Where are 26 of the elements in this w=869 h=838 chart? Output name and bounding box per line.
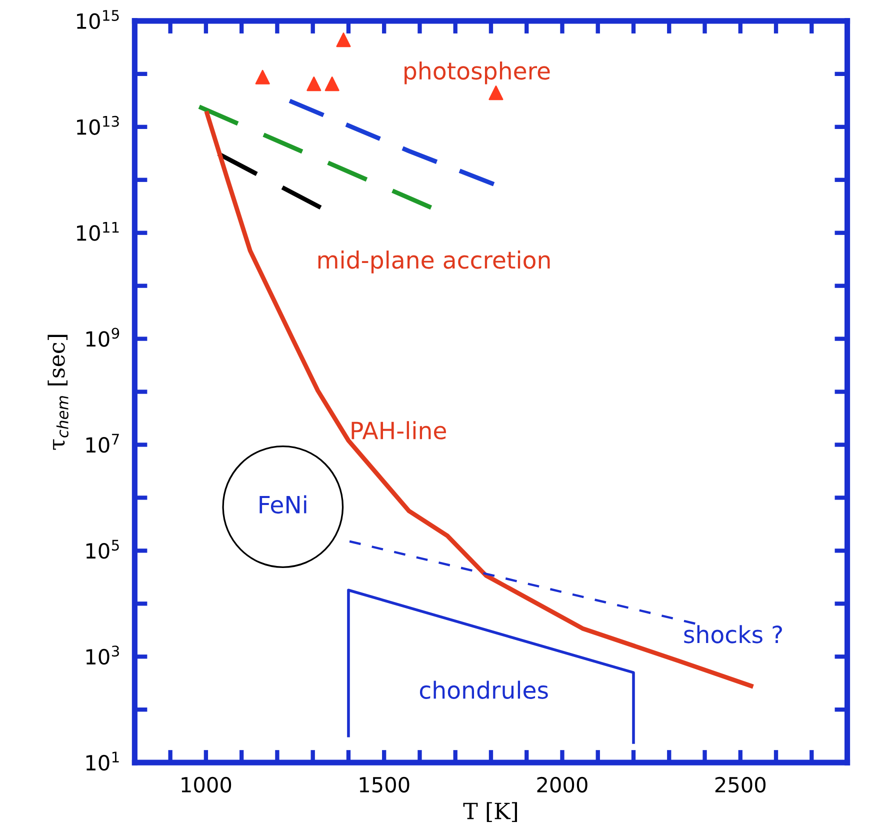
point xyxy=(488,86,504,100)
x-axis-title: T [K] xyxy=(463,802,517,822)
line-series xyxy=(347,588,635,744)
x-tick-label: 1000 xyxy=(182,776,232,793)
y-tick-label: 10$^{13}$ xyxy=(77,116,119,135)
y-tick-label: 10$^{5}$ xyxy=(86,540,119,559)
annotation: FeNi xyxy=(260,495,306,514)
y-tick-label: 10$^{11}$ xyxy=(77,222,119,241)
point xyxy=(336,32,351,48)
annotation: chondrules xyxy=(420,680,548,699)
annotation: photosphere xyxy=(404,61,550,84)
y-tick-label: 10$^{9}$ xyxy=(86,328,120,347)
y-tick-label: 10$^{1}$ xyxy=(86,752,119,771)
point xyxy=(324,76,340,92)
y-tick-label: 10$^{15}$ xyxy=(77,10,119,30)
annotation: shocks ? xyxy=(684,625,782,644)
annotation: mid-plane accretion xyxy=(318,250,550,274)
x-tick-label: 2500 xyxy=(715,776,766,793)
point xyxy=(255,70,270,84)
y-tick-label: 10$^{3}$ xyxy=(86,646,119,665)
x-tick-label: 2000 xyxy=(537,776,588,793)
point xyxy=(306,76,322,92)
y-tick-label: 10$^{7}$ xyxy=(86,434,119,453)
x-tick-label: 1500 xyxy=(360,776,410,793)
annotation: PAH-line xyxy=(352,421,446,440)
y-axis-title: τ$_{chem}$ [sec] xyxy=(48,334,68,450)
